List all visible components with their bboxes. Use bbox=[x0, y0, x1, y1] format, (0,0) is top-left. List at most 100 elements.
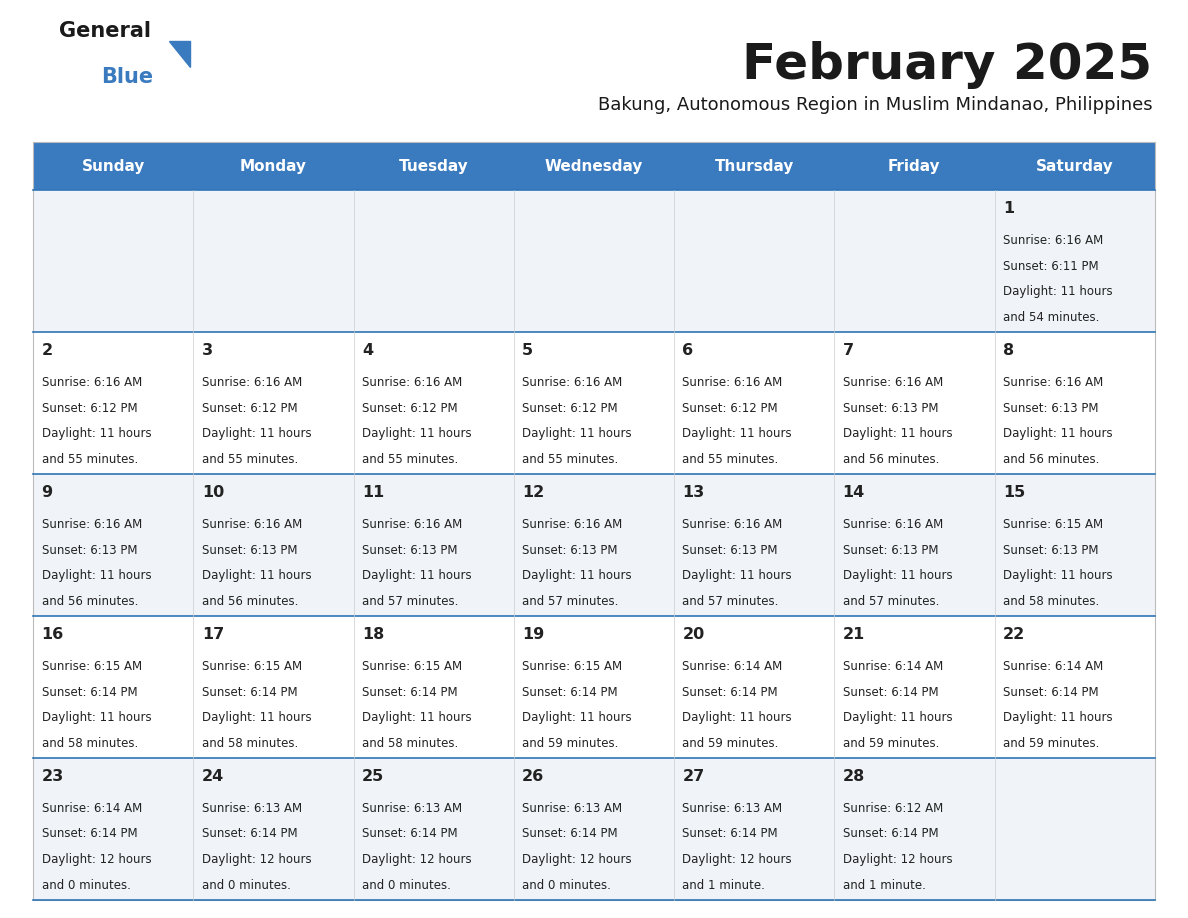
Text: Sunset: 6:14 PM: Sunset: 6:14 PM bbox=[202, 827, 297, 841]
Text: Sunday: Sunday bbox=[82, 159, 145, 174]
Text: Daylight: 11 hours: Daylight: 11 hours bbox=[523, 569, 632, 582]
Text: Thursday: Thursday bbox=[714, 159, 794, 174]
Text: Daylight: 11 hours: Daylight: 11 hours bbox=[1003, 428, 1112, 441]
Text: Sunrise: 6:14 AM: Sunrise: 6:14 AM bbox=[682, 660, 783, 673]
Text: Sunset: 6:12 PM: Sunset: 6:12 PM bbox=[362, 402, 457, 415]
Text: 22: 22 bbox=[1003, 627, 1025, 642]
Text: Sunset: 6:13 PM: Sunset: 6:13 PM bbox=[362, 543, 457, 556]
Text: and 59 minutes.: and 59 minutes. bbox=[523, 737, 619, 750]
Text: Friday: Friday bbox=[889, 159, 941, 174]
Text: 14: 14 bbox=[842, 485, 865, 500]
Text: Sunrise: 6:14 AM: Sunrise: 6:14 AM bbox=[842, 660, 943, 673]
Text: Sunset: 6:14 PM: Sunset: 6:14 PM bbox=[42, 686, 137, 699]
Text: and 0 minutes.: and 0 minutes. bbox=[202, 879, 291, 892]
Text: Sunrise: 6:12 AM: Sunrise: 6:12 AM bbox=[842, 801, 943, 815]
Text: Daylight: 11 hours: Daylight: 11 hours bbox=[682, 711, 792, 724]
Text: Sunset: 6:14 PM: Sunset: 6:14 PM bbox=[362, 686, 457, 699]
Text: General: General bbox=[59, 21, 151, 41]
Text: and 55 minutes.: and 55 minutes. bbox=[362, 453, 459, 466]
Bar bbox=[33, 142, 1155, 190]
Text: Daylight: 11 hours: Daylight: 11 hours bbox=[682, 569, 792, 582]
Text: and 55 minutes.: and 55 minutes. bbox=[42, 453, 138, 466]
Text: Sunset: 6:13 PM: Sunset: 6:13 PM bbox=[1003, 543, 1099, 556]
Text: Sunset: 6:14 PM: Sunset: 6:14 PM bbox=[1003, 686, 1099, 699]
Text: 3: 3 bbox=[202, 343, 213, 358]
Text: 26: 26 bbox=[523, 768, 544, 784]
Text: Sunset: 6:14 PM: Sunset: 6:14 PM bbox=[842, 686, 939, 699]
Text: Daylight: 12 hours: Daylight: 12 hours bbox=[842, 853, 953, 867]
Text: Sunset: 6:14 PM: Sunset: 6:14 PM bbox=[523, 827, 618, 841]
Text: Bakung, Autonomous Region in Muslim Mindanao, Philippines: Bakung, Autonomous Region in Muslim Mind… bbox=[598, 96, 1152, 115]
Text: Sunrise: 6:15 AM: Sunrise: 6:15 AM bbox=[362, 660, 462, 673]
Text: Sunset: 6:13 PM: Sunset: 6:13 PM bbox=[842, 543, 939, 556]
Text: and 59 minutes.: and 59 minutes. bbox=[842, 737, 939, 750]
Text: Blue: Blue bbox=[101, 67, 153, 87]
Text: 2: 2 bbox=[42, 343, 52, 358]
Text: Sunrise: 6:14 AM: Sunrise: 6:14 AM bbox=[1003, 660, 1104, 673]
Bar bbox=[33, 616, 1155, 757]
Text: 28: 28 bbox=[842, 768, 865, 784]
Text: 12: 12 bbox=[523, 485, 544, 500]
Text: Daylight: 11 hours: Daylight: 11 hours bbox=[362, 711, 472, 724]
Text: Sunrise: 6:16 AM: Sunrise: 6:16 AM bbox=[842, 376, 943, 389]
Text: and 0 minutes.: and 0 minutes. bbox=[362, 879, 451, 892]
Text: Sunrise: 6:16 AM: Sunrise: 6:16 AM bbox=[42, 518, 141, 531]
Text: Daylight: 12 hours: Daylight: 12 hours bbox=[523, 853, 632, 867]
Text: Daylight: 11 hours: Daylight: 11 hours bbox=[842, 711, 953, 724]
Text: 24: 24 bbox=[202, 768, 225, 784]
Text: Monday: Monday bbox=[240, 159, 307, 174]
Text: 7: 7 bbox=[842, 343, 854, 358]
Text: Sunrise: 6:16 AM: Sunrise: 6:16 AM bbox=[842, 518, 943, 531]
Text: 6: 6 bbox=[682, 343, 694, 358]
Text: 1: 1 bbox=[1003, 201, 1015, 216]
Text: Daylight: 11 hours: Daylight: 11 hours bbox=[202, 569, 311, 582]
Text: Sunrise: 6:13 AM: Sunrise: 6:13 AM bbox=[682, 801, 783, 815]
Text: 18: 18 bbox=[362, 627, 384, 642]
Text: Sunset: 6:13 PM: Sunset: 6:13 PM bbox=[523, 543, 618, 556]
Text: Daylight: 11 hours: Daylight: 11 hours bbox=[682, 428, 792, 441]
Text: and 59 minutes.: and 59 minutes. bbox=[682, 737, 779, 750]
Text: Sunrise: 6:15 AM: Sunrise: 6:15 AM bbox=[42, 660, 141, 673]
Text: Sunset: 6:14 PM: Sunset: 6:14 PM bbox=[42, 827, 137, 841]
Text: Daylight: 11 hours: Daylight: 11 hours bbox=[1003, 569, 1112, 582]
Text: Sunrise: 6:15 AM: Sunrise: 6:15 AM bbox=[523, 660, 623, 673]
Text: Sunrise: 6:16 AM: Sunrise: 6:16 AM bbox=[523, 518, 623, 531]
Text: Sunset: 6:12 PM: Sunset: 6:12 PM bbox=[42, 402, 137, 415]
Text: 20: 20 bbox=[682, 627, 704, 642]
Text: Sunrise: 6:16 AM: Sunrise: 6:16 AM bbox=[42, 376, 141, 389]
Text: Daylight: 12 hours: Daylight: 12 hours bbox=[362, 853, 472, 867]
Text: Daylight: 11 hours: Daylight: 11 hours bbox=[523, 711, 632, 724]
Text: Daylight: 11 hours: Daylight: 11 hours bbox=[42, 711, 151, 724]
Text: Sunrise: 6:13 AM: Sunrise: 6:13 AM bbox=[202, 801, 302, 815]
Text: Saturday: Saturday bbox=[1036, 159, 1113, 174]
Text: 16: 16 bbox=[42, 627, 64, 642]
Text: and 56 minutes.: and 56 minutes. bbox=[202, 595, 298, 608]
Text: Sunrise: 6:16 AM: Sunrise: 6:16 AM bbox=[202, 518, 302, 531]
Text: Sunset: 6:14 PM: Sunset: 6:14 PM bbox=[362, 827, 457, 841]
Text: Daylight: 11 hours: Daylight: 11 hours bbox=[42, 569, 151, 582]
Text: Daylight: 11 hours: Daylight: 11 hours bbox=[523, 428, 632, 441]
Text: 13: 13 bbox=[682, 485, 704, 500]
Text: 23: 23 bbox=[42, 768, 64, 784]
Text: and 58 minutes.: and 58 minutes. bbox=[1003, 595, 1099, 608]
Text: and 1 minute.: and 1 minute. bbox=[682, 879, 765, 892]
Text: Daylight: 12 hours: Daylight: 12 hours bbox=[682, 853, 792, 867]
Bar bbox=[33, 142, 1155, 900]
Text: and 59 minutes.: and 59 minutes. bbox=[1003, 737, 1099, 750]
Text: 15: 15 bbox=[1003, 485, 1025, 500]
Text: Sunset: 6:13 PM: Sunset: 6:13 PM bbox=[1003, 402, 1099, 415]
Text: and 57 minutes.: and 57 minutes. bbox=[842, 595, 939, 608]
Text: Sunrise: 6:15 AM: Sunrise: 6:15 AM bbox=[1003, 518, 1102, 531]
Text: 4: 4 bbox=[362, 343, 373, 358]
Text: Daylight: 11 hours: Daylight: 11 hours bbox=[202, 428, 311, 441]
Text: Sunset: 6:14 PM: Sunset: 6:14 PM bbox=[682, 686, 778, 699]
Text: Sunrise: 6:16 AM: Sunrise: 6:16 AM bbox=[1003, 234, 1104, 247]
Text: Sunset: 6:13 PM: Sunset: 6:13 PM bbox=[682, 543, 778, 556]
Text: Daylight: 11 hours: Daylight: 11 hours bbox=[1003, 711, 1112, 724]
Text: Sunset: 6:14 PM: Sunset: 6:14 PM bbox=[202, 686, 297, 699]
Text: Sunset: 6:12 PM: Sunset: 6:12 PM bbox=[202, 402, 297, 415]
Text: Sunrise: 6:15 AM: Sunrise: 6:15 AM bbox=[202, 660, 302, 673]
Text: 19: 19 bbox=[523, 627, 544, 642]
Text: and 57 minutes.: and 57 minutes. bbox=[362, 595, 459, 608]
Text: and 55 minutes.: and 55 minutes. bbox=[202, 453, 298, 466]
